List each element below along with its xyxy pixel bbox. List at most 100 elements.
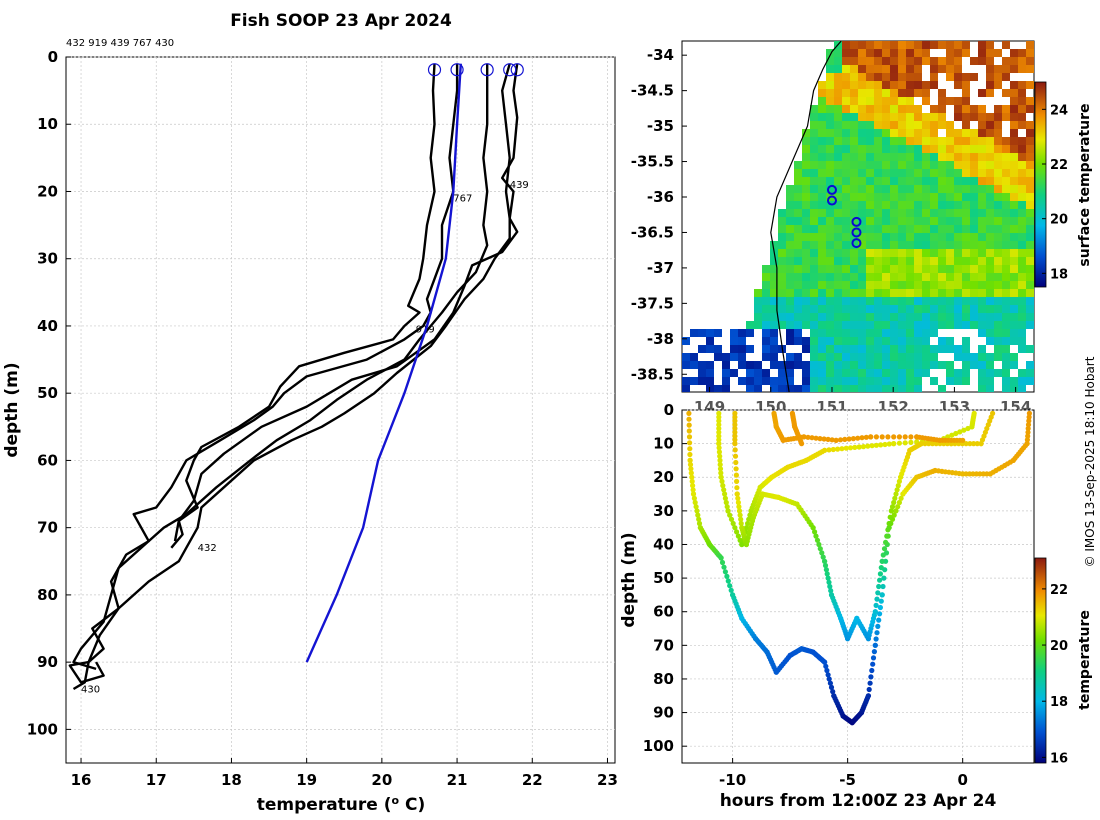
sst-cell [778,321,786,329]
sst-cell [818,161,826,169]
sst-cell [890,217,898,225]
sst-cell [810,353,818,361]
sst-cell [1010,265,1018,273]
td-point-919 [971,410,977,416]
sst-cell [946,145,954,153]
td-point-919 [717,457,723,463]
sst-cell [818,201,826,209]
sst-cell [962,193,970,201]
td-point-432 [1026,410,1032,416]
sst-cell [842,81,850,89]
sst-cell [930,345,938,353]
sst-cell [922,97,930,105]
profile-label-767: 767 [453,194,472,205]
td-point-432 [696,520,703,527]
sst-cell [834,81,842,89]
sst-cell [866,81,874,89]
sst-cell [842,169,850,177]
sst-cell [930,233,938,241]
sst-cell [954,289,962,297]
sst-cell [986,241,994,249]
sst-cell [954,113,962,121]
sst-cell [826,97,834,105]
station-marker [826,184,837,195]
sst-cell [794,353,802,361]
sst-cell [818,177,826,185]
sst-cell [874,129,882,137]
sst-cell [906,193,914,201]
sst-cell [866,257,874,265]
sst-cell [898,193,906,201]
sst-cell [786,329,794,337]
sst-cell [754,385,762,392]
sst-cell [738,329,746,337]
sst-cell [1026,193,1034,201]
td-point-439 [827,583,833,590]
sst-cell [914,305,922,313]
sst-cell [1002,73,1010,81]
sst-cell [818,241,826,249]
sst-cell [938,57,946,65]
sst-cell [890,121,898,129]
sst-cell [850,193,858,201]
td-series [686,410,1032,726]
sst-cell [810,121,818,129]
td-point-919 [722,491,728,497]
sst-cell [946,41,954,49]
sst-cell [874,281,882,289]
sst-cell [882,73,890,81]
sst-cell [794,297,802,305]
td-point-439 [918,441,924,447]
sst-cell [898,97,906,105]
sst-cell [906,249,914,257]
sst-cell [1018,65,1026,73]
sst-cell [994,289,1002,297]
sst-cell [970,273,978,281]
td-point-432 [828,684,835,691]
td-point-439 [734,485,740,491]
sst-cell [794,337,802,345]
sst-cell [1002,297,1010,305]
sst-cell [994,177,1002,185]
sst-cell [1026,105,1034,113]
sst-cell [938,321,946,329]
sst-cell [746,377,754,385]
sst-cell [898,369,906,377]
sst-cell [850,57,858,65]
sst-cell [946,185,954,193]
sst-cell [970,265,978,273]
sst-cell [802,145,810,153]
td-point-432 [687,446,693,452]
sst-cell [834,145,842,153]
sst-cell [986,353,994,361]
sst-cell [906,353,914,361]
td-point-919 [908,439,914,445]
sst-cell [946,265,954,273]
td-point-439 [732,418,738,424]
sst-cell [946,377,954,385]
sst-cell [826,257,834,265]
sst-cell [762,345,770,353]
sst-cell [842,329,850,337]
sst-cell [818,169,826,177]
sst-cell [930,201,938,209]
sst-cell [866,369,874,377]
sst-cell [1018,121,1026,129]
sst-cell [978,169,986,177]
sst-cell [778,289,786,297]
sst-cell [762,305,770,313]
sst-cell [914,257,922,265]
sst-cell [778,313,786,321]
td-point-432 [1024,441,1030,447]
sst-cell [954,321,962,329]
sst-cell [890,345,898,353]
sst-cell [914,41,922,49]
sst-cell [986,65,994,73]
sst-cell [914,121,922,129]
sst-cell [866,65,874,73]
sst-cell [914,113,922,121]
sst-cell [778,273,786,281]
sst-cell [978,257,986,265]
sst-cell [738,337,746,345]
